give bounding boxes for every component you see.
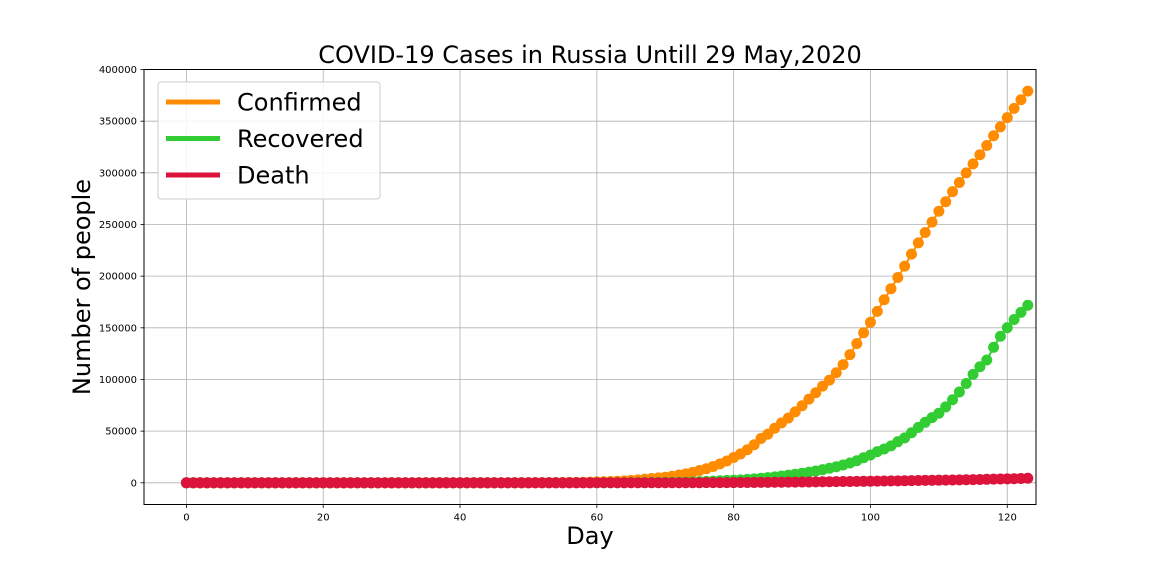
- y-tick-label: 150000: [99, 323, 137, 334]
- data-point-recovered: [1022, 299, 1034, 311]
- data-point-confirmed: [947, 186, 959, 198]
- data-point-confirmed: [810, 387, 822, 399]
- data-point-confirmed: [844, 349, 856, 361]
- data-point-confirmed: [906, 248, 918, 260]
- data-point-confirmed: [830, 367, 842, 379]
- data-point-confirmed: [823, 374, 835, 386]
- x-tick-label: 20: [317, 513, 330, 524]
- data-point-confirmed: [858, 327, 870, 339]
- data-point-confirmed: [878, 294, 890, 306]
- y-tick-label: 400000: [99, 65, 137, 76]
- data-point-recovered: [981, 354, 993, 366]
- data-point-confirmed: [953, 176, 965, 188]
- data-point-recovered: [940, 401, 952, 413]
- y-tick-label: 0: [131, 478, 137, 489]
- legend: Confirmed Recovered Death: [157, 81, 381, 200]
- y-tick-label: 200000: [99, 272, 137, 283]
- data-point-recovered: [1008, 314, 1020, 326]
- data-point-recovered: [1015, 306, 1027, 318]
- data-point-confirmed: [871, 305, 883, 317]
- data-point-recovered: [960, 377, 972, 389]
- data-point-recovered: [1001, 322, 1013, 334]
- data-point-confirmed: [796, 400, 808, 412]
- data-point-confirmed: [885, 283, 897, 295]
- data-point-confirmed: [960, 167, 972, 179]
- x-tick-label: 0: [183, 513, 189, 524]
- data-point-recovered: [947, 394, 959, 406]
- ticks: 0 20 40 60 80 100 120 0 50000 100000 150000 200000 2…: [99, 65, 1017, 524]
- data-point-recovered: [988, 341, 1000, 353]
- x-tick-label: 100: [861, 513, 880, 524]
- x-tick-label: 80: [727, 513, 740, 524]
- data-point-confirmed: [974, 149, 986, 161]
- legend-frame: [157, 81, 381, 200]
- x-axis-title: Day: [566, 522, 613, 550]
- data-point-confirmed: [988, 130, 1000, 142]
- data-point-confirmed: [933, 205, 945, 217]
- data-point-confirmed: [940, 196, 952, 208]
- y-tick-label: 250000: [99, 220, 137, 231]
- y-tick-label: 350000: [99, 117, 137, 128]
- data-point-recovered: [994, 330, 1006, 342]
- legend-label-confirmed: Confirmed: [237, 89, 362, 117]
- y-tick-label: 100000: [99, 375, 137, 386]
- chart-title: COVID-19 Cases in Russia Untill 29 May,2…: [318, 41, 862, 69]
- series-layer: [180, 85, 1034, 489]
- data-point-recovered: [953, 386, 965, 398]
- legend-label-recovered: Recovered: [237, 125, 364, 153]
- data-point-confirmed: [994, 121, 1006, 133]
- y-axis-title: Number of people: [68, 179, 96, 395]
- x-tick-label: 40: [454, 513, 467, 524]
- data-point-confirmed: [1008, 102, 1020, 114]
- data-point-recovered: [974, 361, 986, 373]
- x-tick-label: 60: [590, 513, 603, 524]
- series-death: [180, 472, 1034, 489]
- x-tick-label: 120: [998, 513, 1017, 524]
- y-tick-label: 300000: [99, 168, 137, 179]
- data-point-confirmed: [837, 359, 849, 371]
- data-point-confirmed: [892, 272, 904, 284]
- data-point-confirmed: [981, 139, 993, 151]
- data-point-confirmed: [1015, 94, 1027, 106]
- data-point-confirmed: [851, 338, 863, 350]
- data-point-confirmed: [899, 260, 911, 272]
- data-point-confirmed: [1022, 85, 1034, 97]
- plot-frame: [143, 69, 1037, 505]
- data-point-confirmed: [912, 237, 924, 249]
- data-point-recovered: [967, 368, 979, 380]
- data-point-confirmed: [864, 316, 876, 328]
- data-point-confirmed: [926, 216, 938, 228]
- data-point-confirmed: [967, 158, 979, 170]
- legend-label-death: Death: [237, 162, 310, 190]
- data-point-death: [1022, 472, 1034, 484]
- data-point-confirmed: [919, 226, 931, 238]
- y-tick-label: 50000: [105, 427, 137, 438]
- data-point-confirmed: [1001, 112, 1013, 124]
